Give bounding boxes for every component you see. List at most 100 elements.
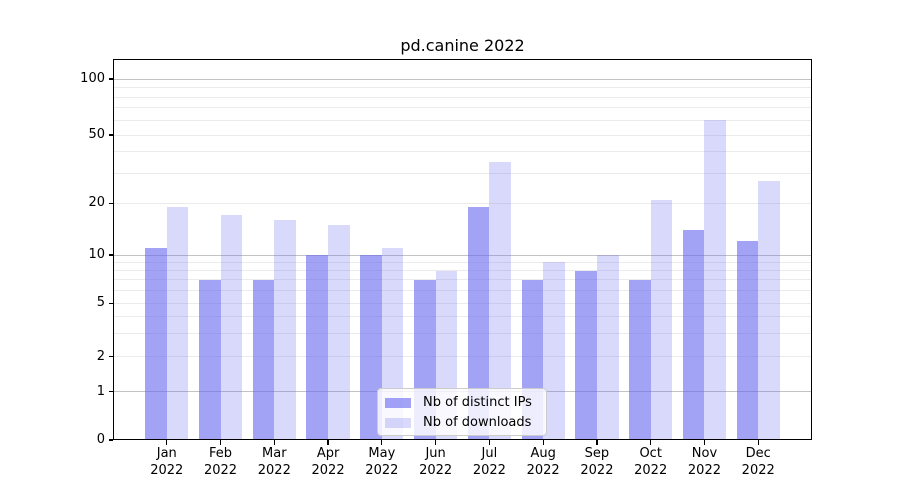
x-tick-label: Jun 2022 — [396, 446, 476, 479]
legend-swatch-downloads — [385, 417, 411, 428]
x-tick-mark — [757, 440, 759, 445]
x-tick-label: May 2022 — [342, 446, 422, 479]
bar-downloads — [489, 161, 511, 440]
gridline-minor — [113, 332, 812, 334]
y-tick-mark — [108, 356, 113, 358]
x-tick-year: 2022 — [634, 462, 668, 478]
x-tick-label: Feb 2022 — [181, 446, 261, 479]
bar-distinct-ips — [306, 255, 329, 440]
x-tick-label: Jan 2022 — [127, 446, 207, 479]
gridline-major — [113, 254, 812, 256]
y-tick-mark — [108, 254, 113, 256]
x-tick-label: Apr 2022 — [288, 446, 368, 479]
bar-downloads — [220, 215, 243, 440]
gridline-minor — [113, 119, 812, 121]
x-tick-year: 2022 — [203, 462, 238, 478]
x-tick-year: 2022 — [150, 462, 184, 478]
x-tick-month: Mar — [262, 446, 287, 461]
y-tick-label: 5 — [96, 295, 105, 311]
x-tick-month: May — [368, 446, 396, 461]
bar-downloads — [758, 180, 780, 440]
x-tick-year: 2022 — [419, 462, 453, 478]
y-tick-label: 20 — [88, 195, 105, 211]
x-tick-year: 2022 — [687, 462, 721, 478]
x-tick-mark — [219, 440, 222, 445]
x-tick-label: Nov 2022 — [664, 446, 744, 479]
bar-downloads — [596, 255, 619, 440]
y-tick-label: 2 — [96, 348, 105, 364]
bar-downloads — [274, 219, 296, 440]
x-tick-month: Apr — [316, 446, 340, 461]
x-tick-mark — [703, 440, 706, 445]
y-tick-mark — [108, 391, 113, 393]
x-tick-mark — [381, 440, 383, 445]
x-tick-mark — [327, 440, 329, 445]
gridline-minor — [113, 261, 812, 263]
gridline-minor — [113, 172, 812, 174]
x-tick-month: Feb — [209, 446, 233, 461]
legend-row-distinct-ips: Nb of distinct IPs — [385, 395, 538, 410]
x-tick-mark — [596, 440, 598, 445]
y-tick-mark — [108, 302, 113, 304]
bar-distinct-ips — [467, 207, 490, 440]
x-tick-year: 2022 — [741, 462, 775, 478]
bar-distinct-ips — [198, 279, 221, 440]
bar-downloads — [543, 262, 565, 440]
gridline-minor — [113, 302, 812, 304]
x-tick-month: Jan — [156, 446, 177, 461]
x-tick-year: 2022 — [580, 462, 614, 478]
x-tick-mark — [273, 440, 275, 445]
x-tick-month: Sep — [584, 446, 610, 461]
x-tick-month: Nov — [691, 446, 718, 461]
x-tick-month: Jul — [481, 446, 498, 461]
x-tick-year: 2022 — [526, 462, 560, 478]
bar-distinct-ips — [252, 279, 275, 440]
bar-distinct-ips — [736, 241, 759, 440]
y-tick-label: 50 — [88, 127, 105, 142]
bar-downloads — [166, 207, 189, 440]
x-tick-mark — [542, 440, 544, 445]
bar-downloads — [328, 224, 350, 440]
plot-area — [113, 59, 812, 440]
bar-distinct-ips — [360, 255, 382, 440]
gridline-minor — [113, 87, 812, 88]
x-tick-month: Dec — [745, 446, 771, 461]
x-tick-year: 2022 — [311, 462, 345, 478]
x-tick-year: 2022 — [365, 462, 399, 478]
gridline-minor — [113, 290, 812, 292]
x-tick-month: Oct — [639, 446, 662, 461]
y-tick-label: 10 — [88, 247, 105, 262]
x-tick-label: Mar 2022 — [234, 446, 314, 479]
gridline-minor — [113, 202, 812, 204]
gridline-minor — [113, 107, 812, 109]
x-tick-mark — [435, 440, 437, 445]
x-tick-month: Aug — [530, 446, 556, 461]
gridline-minor — [113, 315, 812, 317]
y-tick-mark — [108, 202, 113, 204]
x-tick-mark — [166, 440, 168, 445]
x-tick-month: Jun — [425, 446, 446, 461]
legend-swatch-distinct-ips — [385, 397, 411, 408]
bar-distinct-ips — [145, 247, 167, 440]
bar-layer — [113, 59, 812, 440]
legend: Nb of distinct IPs Nb of downloads — [377, 388, 547, 436]
x-tick-year: 2022 — [472, 462, 506, 478]
bar-distinct-ips — [575, 270, 597, 440]
legend-row-downloads: Nb of downloads — [385, 415, 538, 430]
y-tick-mark — [108, 439, 113, 441]
x-tick-year: 2022 — [257, 462, 291, 478]
gridline-major — [113, 78, 812, 80]
x-tick-label: Oct 2022 — [611, 446, 691, 479]
y-tick-label: 0 — [96, 432, 105, 447]
bar-distinct-ips — [629, 279, 651, 440]
gridline-minor — [113, 279, 812, 281]
y-tick-mark — [108, 134, 113, 136]
gridline-minor — [113, 96, 812, 98]
x-tick-label: Sep 2022 — [557, 446, 637, 479]
chart-title: pd.canine 2022 — [400, 36, 525, 55]
legend-label-distinct-ips: Nb of distinct IPs — [423, 395, 532, 410]
gridline-minor — [113, 151, 812, 153]
x-tick-label: Dec 2022 — [718, 446, 798, 479]
bar-downloads — [704, 120, 727, 440]
